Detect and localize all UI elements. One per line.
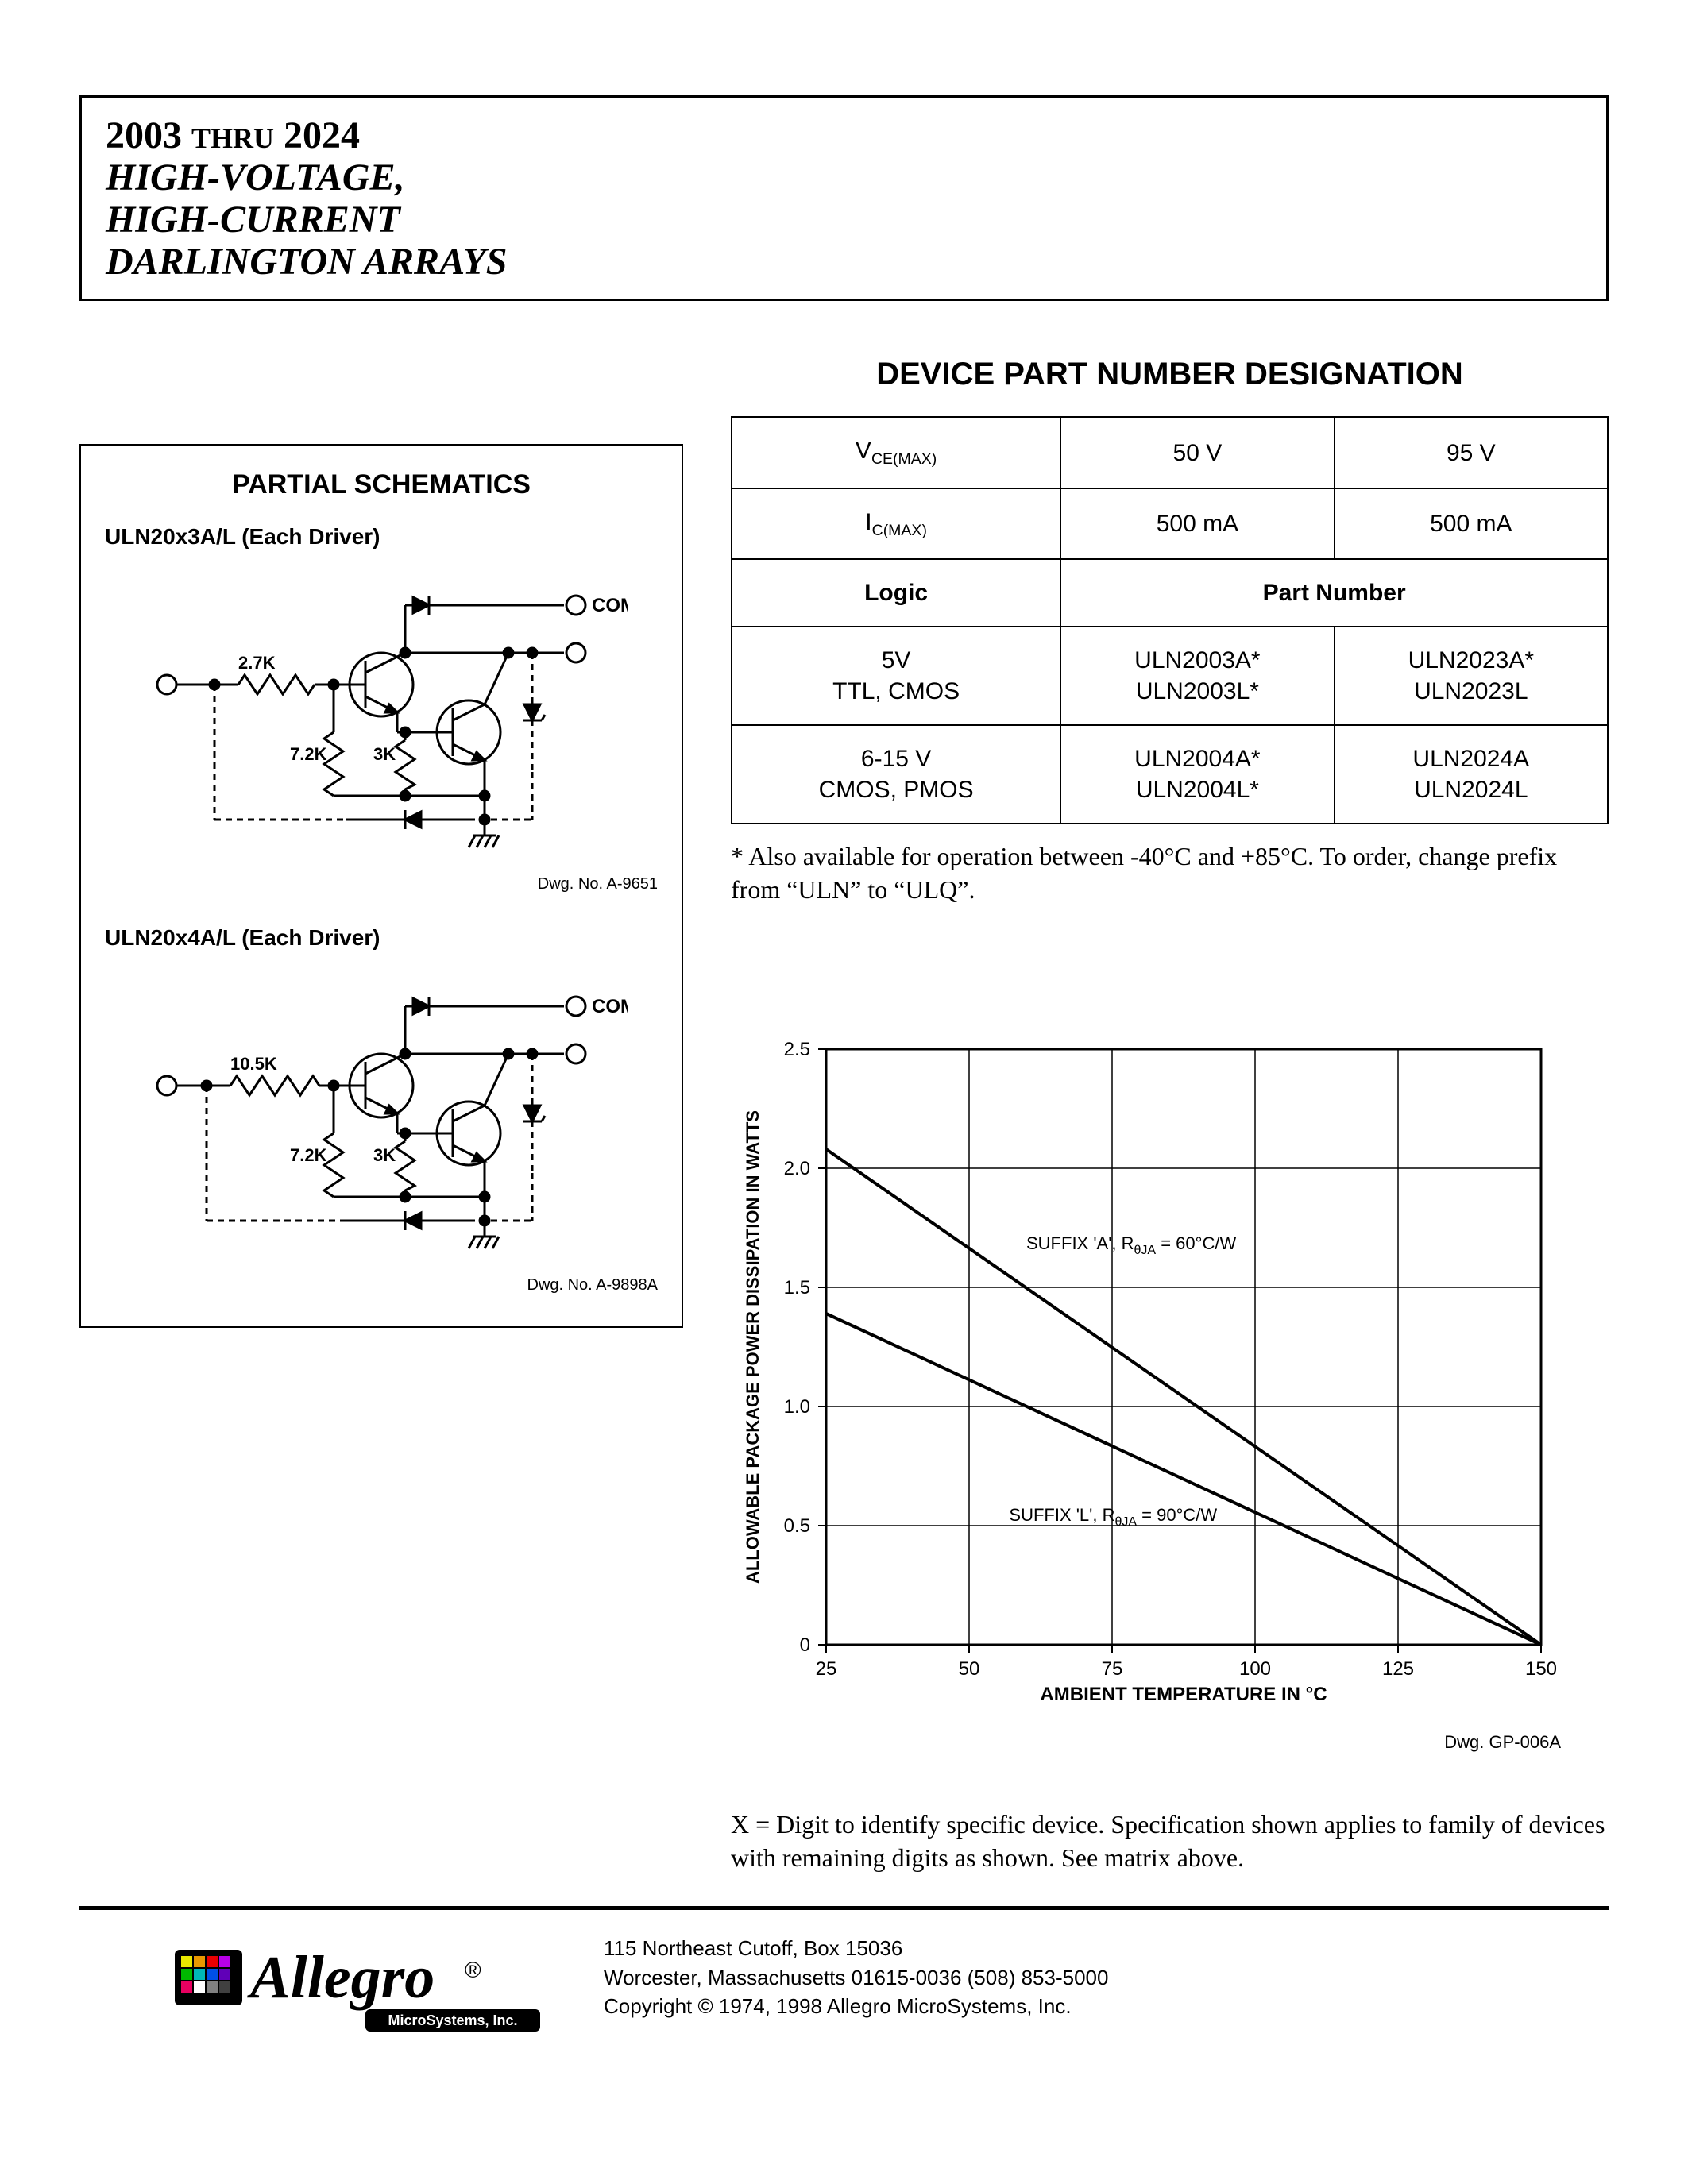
r-in2: 10.5K [230,1054,277,1074]
title-box: 2003 THRU 2024 HIGH-VOLTAGE, HIGH-CURREN… [79,95,1609,301]
row1-p2: ULN2024A ULN2024L [1335,725,1608,824]
svg-text:2.0: 2.0 [784,1158,810,1179]
svg-text:2.5: 2.5 [784,1039,810,1060]
dwg1: Dwg. No. A-9651 [105,875,658,893]
row0-p1: ULN2003A* ULN2003L* [1060,627,1334,725]
schematics-box: PARTIAL SCHEMATICS ULN20x3A/L (Each Driv… [79,444,683,1328]
svg-text:Allegro: Allegro [247,1944,435,2011]
vce-col2: 95 V [1335,417,1608,488]
chart-dwg: Dwg. GP-006A [731,1732,1609,1753]
row1-logic: 6-15 V CMOS, PMOS [732,725,1060,824]
title-line3: HIGH-CURRENT [106,199,1582,241]
svg-text:AMBIENT TEMPERATURE IN °C: AMBIENT TEMPERATURE IN °C [1040,1684,1327,1705]
driver1-label: ULN20x3A/L (Each Driver) [105,524,658,550]
schematics-title: PARTIAL SCHEMATICS [105,469,658,500]
part-table-heading: DEVICE PART NUMBER DESIGNATION [731,357,1609,392]
part-number-table: VCE(MAX) 50 V 95 V IC(MAX) 500 mA 500 mA… [731,416,1609,824]
ic-col1: 500 mA [1060,488,1334,559]
title-line4: DARLINGTON ARRAYS [106,241,1582,284]
title-year-start: 2003 [106,114,182,156]
r-b2: 3K [373,744,396,764]
footer-text: 115 Northeast Cutoff, Box 15036 Worceste… [604,1934,1108,2020]
footer: Allegro ® MicroSystems, Inc. 115 Northea… [79,1934,1609,2037]
row0-logic: 5V TTL, CMOS [732,627,1060,725]
footer-rule [79,1906,1609,1910]
driver2-label: ULN20x4A/L (Each Driver) [105,925,658,951]
r-b1: 7.2K [290,744,327,764]
svg-text:1.5: 1.5 [784,1277,810,1298]
dwg2: Dwg. No. A-9898A [105,1276,658,1295]
title-thru: THRU [191,122,274,154]
footer-addr1: 115 Northeast Cutoff, Box 15036 [604,1934,1108,1962]
ic-col2: 500 mA [1335,488,1608,559]
svg-text:50: 50 [959,1658,980,1680]
svg-text:1.0: 1.0 [784,1396,810,1418]
svg-text:0: 0 [800,1634,810,1656]
allegro-logo: Allegro ® MicroSystems, Inc. [175,1934,540,2037]
logic-header: Logic [732,559,1060,627]
row1-p1: ULN2004A* ULN2004L* [1060,725,1334,824]
logo-subtext: MicroSystems, Inc. [388,2012,517,2028]
com-label: COM [592,595,628,616]
schematic2-svg: COM 10.5K 7.2K 3K [135,974,628,1260]
svg-text:125: 125 [1382,1658,1414,1680]
title-line1: 2003 THRU 2024 [106,114,1582,157]
vce-col1: 50 V [1060,417,1334,488]
vce-header: VCE(MAX) [732,417,1060,488]
svg-text:25: 25 [816,1658,837,1680]
svg-text:100: 100 [1239,1658,1271,1680]
svg-text:®: ® [465,1958,481,1982]
ic-header: IC(MAX) [732,488,1060,559]
title-line2: HIGH-VOLTAGE, [106,157,1582,199]
part-number-header: Part Number [1060,559,1608,627]
footer-copyright: Copyright © 1974, 1998 Allegro MicroSyst… [604,1992,1108,2020]
r-b1-2: 7.2K [290,1145,327,1165]
power-dissipation-chart: 25507510012515000.51.01.52.02.5SUFFIX 'A… [731,1033,1573,1716]
row0-p2: ULN2023A* ULN2023L [1335,627,1608,725]
table-footnote: * Also available for operation between -… [731,840,1609,906]
com-label2: COM [592,996,628,1017]
footer-addr2: Worcester, Massachusetts 01615-0036 (508… [604,1963,1108,1992]
bottom-note: X = Digit to identify specific device. S… [731,1808,1609,1874]
svg-text:ALLOWABLE PACKAGE POWER DISSIP: ALLOWABLE PACKAGE POWER DISSIPATION IN W… [743,1110,763,1584]
svg-text:75: 75 [1102,1658,1123,1680]
title-year-end: 2024 [284,114,360,156]
svg-text:150: 150 [1525,1658,1557,1680]
schematic1-svg: COM 2.7K 7.2K 3K [135,573,628,859]
svg-text:0.5: 0.5 [784,1515,810,1537]
r-in: 2.7K [238,653,276,673]
r-b2-2: 3K [373,1145,396,1165]
